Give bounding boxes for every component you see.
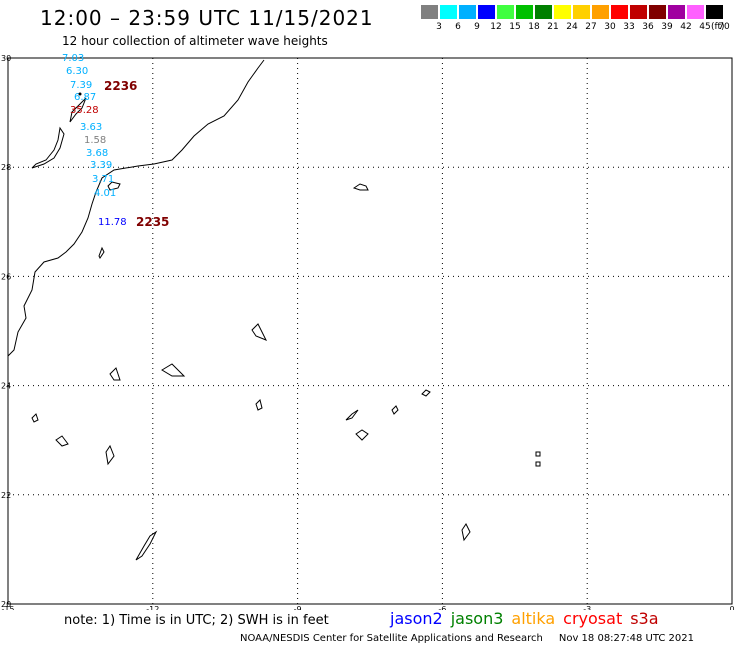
legend-label: 3 [436,22,442,32]
satellite-name: s3a [630,609,659,628]
legend-label: 36 [642,22,654,32]
pass-time-label: 2236 [104,79,137,93]
legend-swatch [687,5,704,19]
swh-value: 6.30 [66,66,88,77]
satellite-name: cryosat [563,609,623,628]
footer-note: note: 1) Time is in UTC; 2) SWH is in fe… [64,613,329,628]
legend-swatch [573,5,590,19]
lat-tick-label: 30 [1,54,11,63]
islet-4 [109,367,121,381]
lon-tick-label: -9 [294,605,302,610]
lon-tick-label: -15 [1,605,14,610]
islet-7 [391,405,399,415]
islet-14 [535,461,541,467]
legend-label: 15 [509,22,521,32]
legend-label: 39 [661,22,673,32]
island-islet-b [98,246,105,259]
track-point [78,92,82,96]
islet-5 [255,399,263,411]
legend-swatch [592,5,609,19]
pass-time-label: 2235 [136,215,169,229]
satellite-name: jason3 [450,609,504,628]
islet-10 [31,413,39,423]
satellite-name: jason2 [390,609,443,628]
lon-tick-label: -3 [583,605,591,610]
satellite-legend: jason2 jason3 altika cryosat s3a [390,609,667,628]
legend-label: 70 [718,22,730,32]
island-lanzarote [69,97,87,123]
legend-label: 24 [566,22,578,32]
chart-subtitle: 12 hour collection of altimeter wave hei… [62,34,328,48]
islet-11 [55,435,69,447]
lat-tick-label: 28 [1,163,11,172]
chart-title: 12:00 – 23:59 UTC 11/15/2021 [40,6,374,30]
legend-swatch [440,5,457,19]
legend-swatch [516,5,533,19]
swh-value: 11.78 [98,217,127,228]
legend-swatch [535,5,552,19]
swh-value: 3.39 [90,160,112,171]
lon-tick-label: -6 [438,605,446,610]
islet-9 [355,429,369,441]
legend-label: 12 [490,22,502,32]
legend-label: 18 [528,22,540,32]
lat-tick-label: 24 [1,382,11,391]
legend-label: 27 [585,22,597,32]
island-islet-a [107,181,121,191]
credit-line: NOAA/NESDIS Center for Satellite Applica… [240,633,694,644]
legend-swatch [421,5,438,19]
legend-swatch [497,5,514,19]
islet-6 [345,409,359,421]
lon-tick-label: 0 [729,605,734,610]
credit-org: NOAA/NESDIS Center for Satellite Applica… [240,633,543,644]
swh-value: 3.71 [92,174,114,185]
legend-swatch [706,5,723,19]
legend-swatch [649,5,666,19]
satellite-name: altika [511,609,556,628]
islet-13 [535,451,541,457]
legend-swatch [478,5,495,19]
swh-value: 3.63 [80,122,102,133]
swh-value: 6.87 [74,92,96,103]
credit-timestamp: Nov 18 08:27:48 UTC 2021 [558,633,695,644]
islet-3 [161,363,186,377]
legend-swatch [611,5,628,19]
legend-label: 30 [604,22,616,32]
islet-12 [105,444,115,466]
swh-value: 7.39 [70,80,92,91]
lat-lon-grid: -15 -12 -9 -6 -3 0 30 28 26 24 22 20 [1,54,735,610]
island-fuerteventura [31,126,65,169]
islet-2 [251,323,268,341]
legend-label: 42 [680,22,692,32]
legend-swatch [668,5,685,19]
legend-label: 45 [699,22,711,32]
legend-label: 9 [474,22,480,32]
islet-16 [135,530,158,561]
legend-label: 21 [547,22,559,32]
lat-tick-label: 20 [1,600,11,609]
islet-8 [421,389,431,397]
lon-tick-label: -12 [146,605,159,610]
wave-height-map: -15 -12 -9 -6 -3 0 30 28 26 24 22 20 7.03 6.30 7.396.… [1,53,735,610]
legend-swatch [554,5,571,19]
legend-label: 6 [455,22,461,32]
swh-value: 1.58 [84,135,106,146]
legend-swatch [630,5,647,19]
islet-1 [352,183,369,191]
swh-value: 7.03 [62,53,84,64]
coastline-africa [7,59,265,357]
coastline [7,59,541,561]
islet-15 [461,523,471,542]
altimeter-observations: 7.03 6.30 7.396.87 35.28 3.63 1.58 3.683.39 3.7… [62,53,169,229]
swh-value: 4.01 [94,188,116,199]
legend-label: 33 [623,22,635,32]
lat-tick-label: 26 [1,272,11,281]
swh-value: 3.68 [86,148,108,159]
lat-tick-label: 22 [1,491,11,500]
legend-unit: (ft) [711,22,725,32]
legend-swatch [459,5,476,19]
swh-value: 35.28 [70,105,99,116]
map-frame [7,57,733,605]
